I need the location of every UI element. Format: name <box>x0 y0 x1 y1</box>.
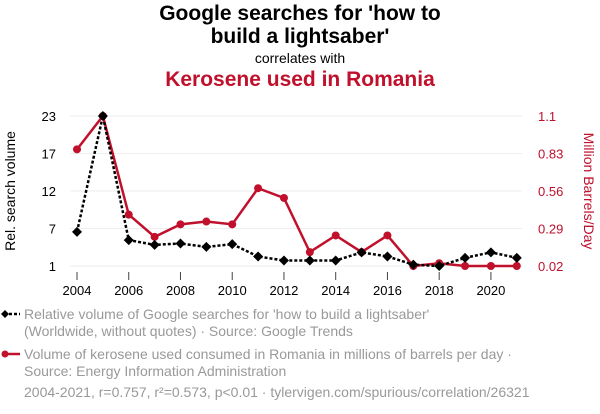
series-1-point <box>97 111 108 121</box>
series-1-point <box>72 226 82 237</box>
series-2-point <box>383 231 392 240</box>
series-1-point <box>175 238 186 249</box>
legend-series-2-line1: Volume of kerosene used consumed in Roma… <box>24 346 512 362</box>
legend-series-1-marker-icon <box>1 310 9 318</box>
series-1-point <box>485 247 496 258</box>
legend-series-2-marker-icon <box>1 350 9 358</box>
series-2-point <box>202 217 211 226</box>
legend-series-1: Relative volume of Google searches for '… <box>24 306 429 340</box>
series-1-point <box>356 247 367 258</box>
series-1-point <box>227 239 238 250</box>
x-tick-label: 2018 <box>425 283 454 298</box>
series-2-point <box>228 220 237 229</box>
y-tick-label: 1 <box>49 259 56 274</box>
series-1-point <box>460 252 471 263</box>
series-1-point <box>408 259 419 270</box>
series-1-point <box>434 261 445 271</box>
series-2-point <box>124 210 133 219</box>
y-axis-label: Rel. search volume <box>2 131 18 251</box>
x-tick-label: 2004 <box>63 283 92 298</box>
y-tick-label: 7 <box>49 222 56 237</box>
x-tick-label: 2014 <box>321 283 350 298</box>
series-2-point <box>73 145 81 154</box>
x-tick-label: 2006 <box>114 283 143 298</box>
x-tick-label: 2016 <box>373 283 402 298</box>
y2-tick-label: 1.1 <box>538 109 556 124</box>
legend-series-1-line2: (Worldwide, without quotes) · Source: Go… <box>24 323 353 339</box>
y-tick-label: 17 <box>42 147 56 162</box>
chart-title: Google searches for 'how to build a ligh… <box>0 2 600 48</box>
series-1-point <box>278 255 289 266</box>
x-tick-label: 2012 <box>269 283 298 298</box>
chart-title-text: Google searches for 'how to build a ligh… <box>159 2 441 48</box>
y2-tick-label: 0.83 <box>538 147 563 162</box>
legend-series-1-line1: Relative volume of Google searches for '… <box>24 306 430 322</box>
footer-stats: 2004-2021, r=0.757, r²=0.573, p<0.01 · t… <box>24 384 530 400</box>
series-1-point <box>382 251 393 262</box>
series-2-point <box>279 193 288 202</box>
y-tick-label: 23 <box>42 109 56 124</box>
series-2-point <box>331 231 340 240</box>
chart-subtitle: correlates with <box>254 50 346 66</box>
x-tick-label: 2010 <box>218 283 247 298</box>
y2-tick-label: 0.29 <box>538 222 563 237</box>
series-1-line <box>75 115 518 268</box>
y2-tick-label: 0.02 <box>538 259 563 274</box>
series-2-point <box>150 232 159 241</box>
series-1-point <box>253 251 264 262</box>
series-2-point <box>512 262 521 270</box>
series-1-point <box>511 252 522 263</box>
chart-title-secondary: Kerosene used in Romania <box>165 68 435 91</box>
y-tick-label: 12 <box>42 184 56 199</box>
series-1-point <box>123 235 134 246</box>
series-2-point <box>176 220 185 229</box>
series-2-point <box>254 184 263 193</box>
x-tick-label: 2008 <box>166 283 195 298</box>
series-2-point <box>461 262 470 270</box>
y2-tick-label: 0.56 <box>538 184 563 199</box>
series-1-point <box>201 241 212 252</box>
x-tick-label: 2020 <box>476 283 505 298</box>
series-1-point <box>149 239 160 250</box>
series-2-point <box>305 248 314 257</box>
series-1-point <box>304 255 315 266</box>
series-2-point <box>486 262 495 270</box>
legend-series-2: Volume of kerosene used consumed in Roma… <box>24 346 512 380</box>
legend-series-2-line2: Source: Energy Information Administratio… <box>24 363 287 379</box>
y2-axis-label: Million Barrels/Day <box>581 133 597 250</box>
series-1-point <box>330 255 341 266</box>
